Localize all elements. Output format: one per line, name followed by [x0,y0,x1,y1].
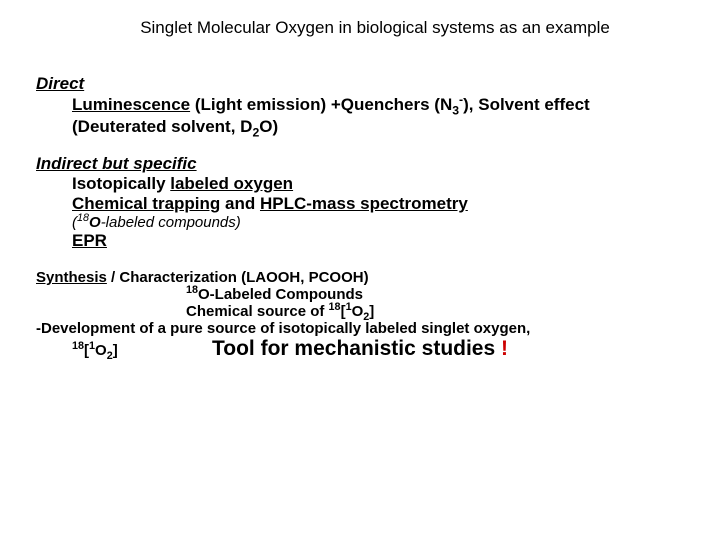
trap-pre: Chemical trapping [72,194,220,213]
lab-sup-18: 18 [186,284,198,296]
iso-pre: Isotopically [72,174,170,193]
direct-body: Luminescence (Light emission) +Quenchers… [36,94,684,138]
epr-line: EPR [36,231,684,251]
labeled-compounds-line: 18O-Labeled Compounds [36,286,684,303]
indirect-label: Indirect but specific [36,154,684,174]
direct-text-3: O) [259,117,278,136]
luminescence-word: Luminescence [72,95,190,114]
src-close: ] [369,303,374,320]
indirect-section: Indirect but specific Isotopically label… [36,154,684,251]
dev2-sup-18: 18 [72,340,84,352]
src-o: O [352,303,364,320]
page-title: Singlet Molecular Oxygen in biological s… [36,18,684,38]
direct-section: Direct Luminescence (Light emission) +Qu… [36,74,684,138]
paren-line: (18O-labeled compounds) [36,214,684,231]
direct-label: Direct [36,74,684,94]
direct-text-1: (Light emission) +Quenchers (N [190,95,452,114]
slide-content: Singlet Molecular Oxygen in biological s… [0,0,720,361]
src-pre: Chemical source of [186,303,329,320]
trap-underline: HPLC-mass spectrometry [260,194,468,213]
synthesis-section: Synthesis / Characterization (LAOOH, PCO… [36,269,684,361]
paren-rest: -labeled compounds) [101,214,241,231]
iso-underline: labeled oxygen [170,174,293,193]
paren-sup-18: 18 [77,212,89,224]
synth-line: Synthesis / Characterization (LAOOH, PCO… [36,269,684,286]
dev2-close: ] [113,342,118,359]
trap-mid: and [220,194,260,213]
dev-line-2: 18[1O2] [36,342,212,359]
paren-o: O [89,214,101,231]
dev2-o: O [95,342,107,359]
tool-exclaim: ! [495,337,508,360]
dev-line-2-row: 18[1O2] Tool for mechanistic studies ! [36,337,684,361]
iso-line: Isotopically labeled oxygen [36,174,684,194]
tool-line: Tool for mechanistic studies ! [212,337,508,361]
chemical-source-line: Chemical source of 18[1O2] [36,303,684,320]
src-sup-18: 18 [329,301,341,313]
synth-rest: / Characterization (LAOOH, PCOOH) [107,269,369,286]
synth-u: Synthesis [36,269,107,286]
trap-line: Chemical trapping and HPLC-mass spectrom… [36,194,684,214]
tool-text: Tool for mechanistic studies [212,337,495,360]
dev-line: -Development of a pure source of isotopi… [36,320,684,337]
